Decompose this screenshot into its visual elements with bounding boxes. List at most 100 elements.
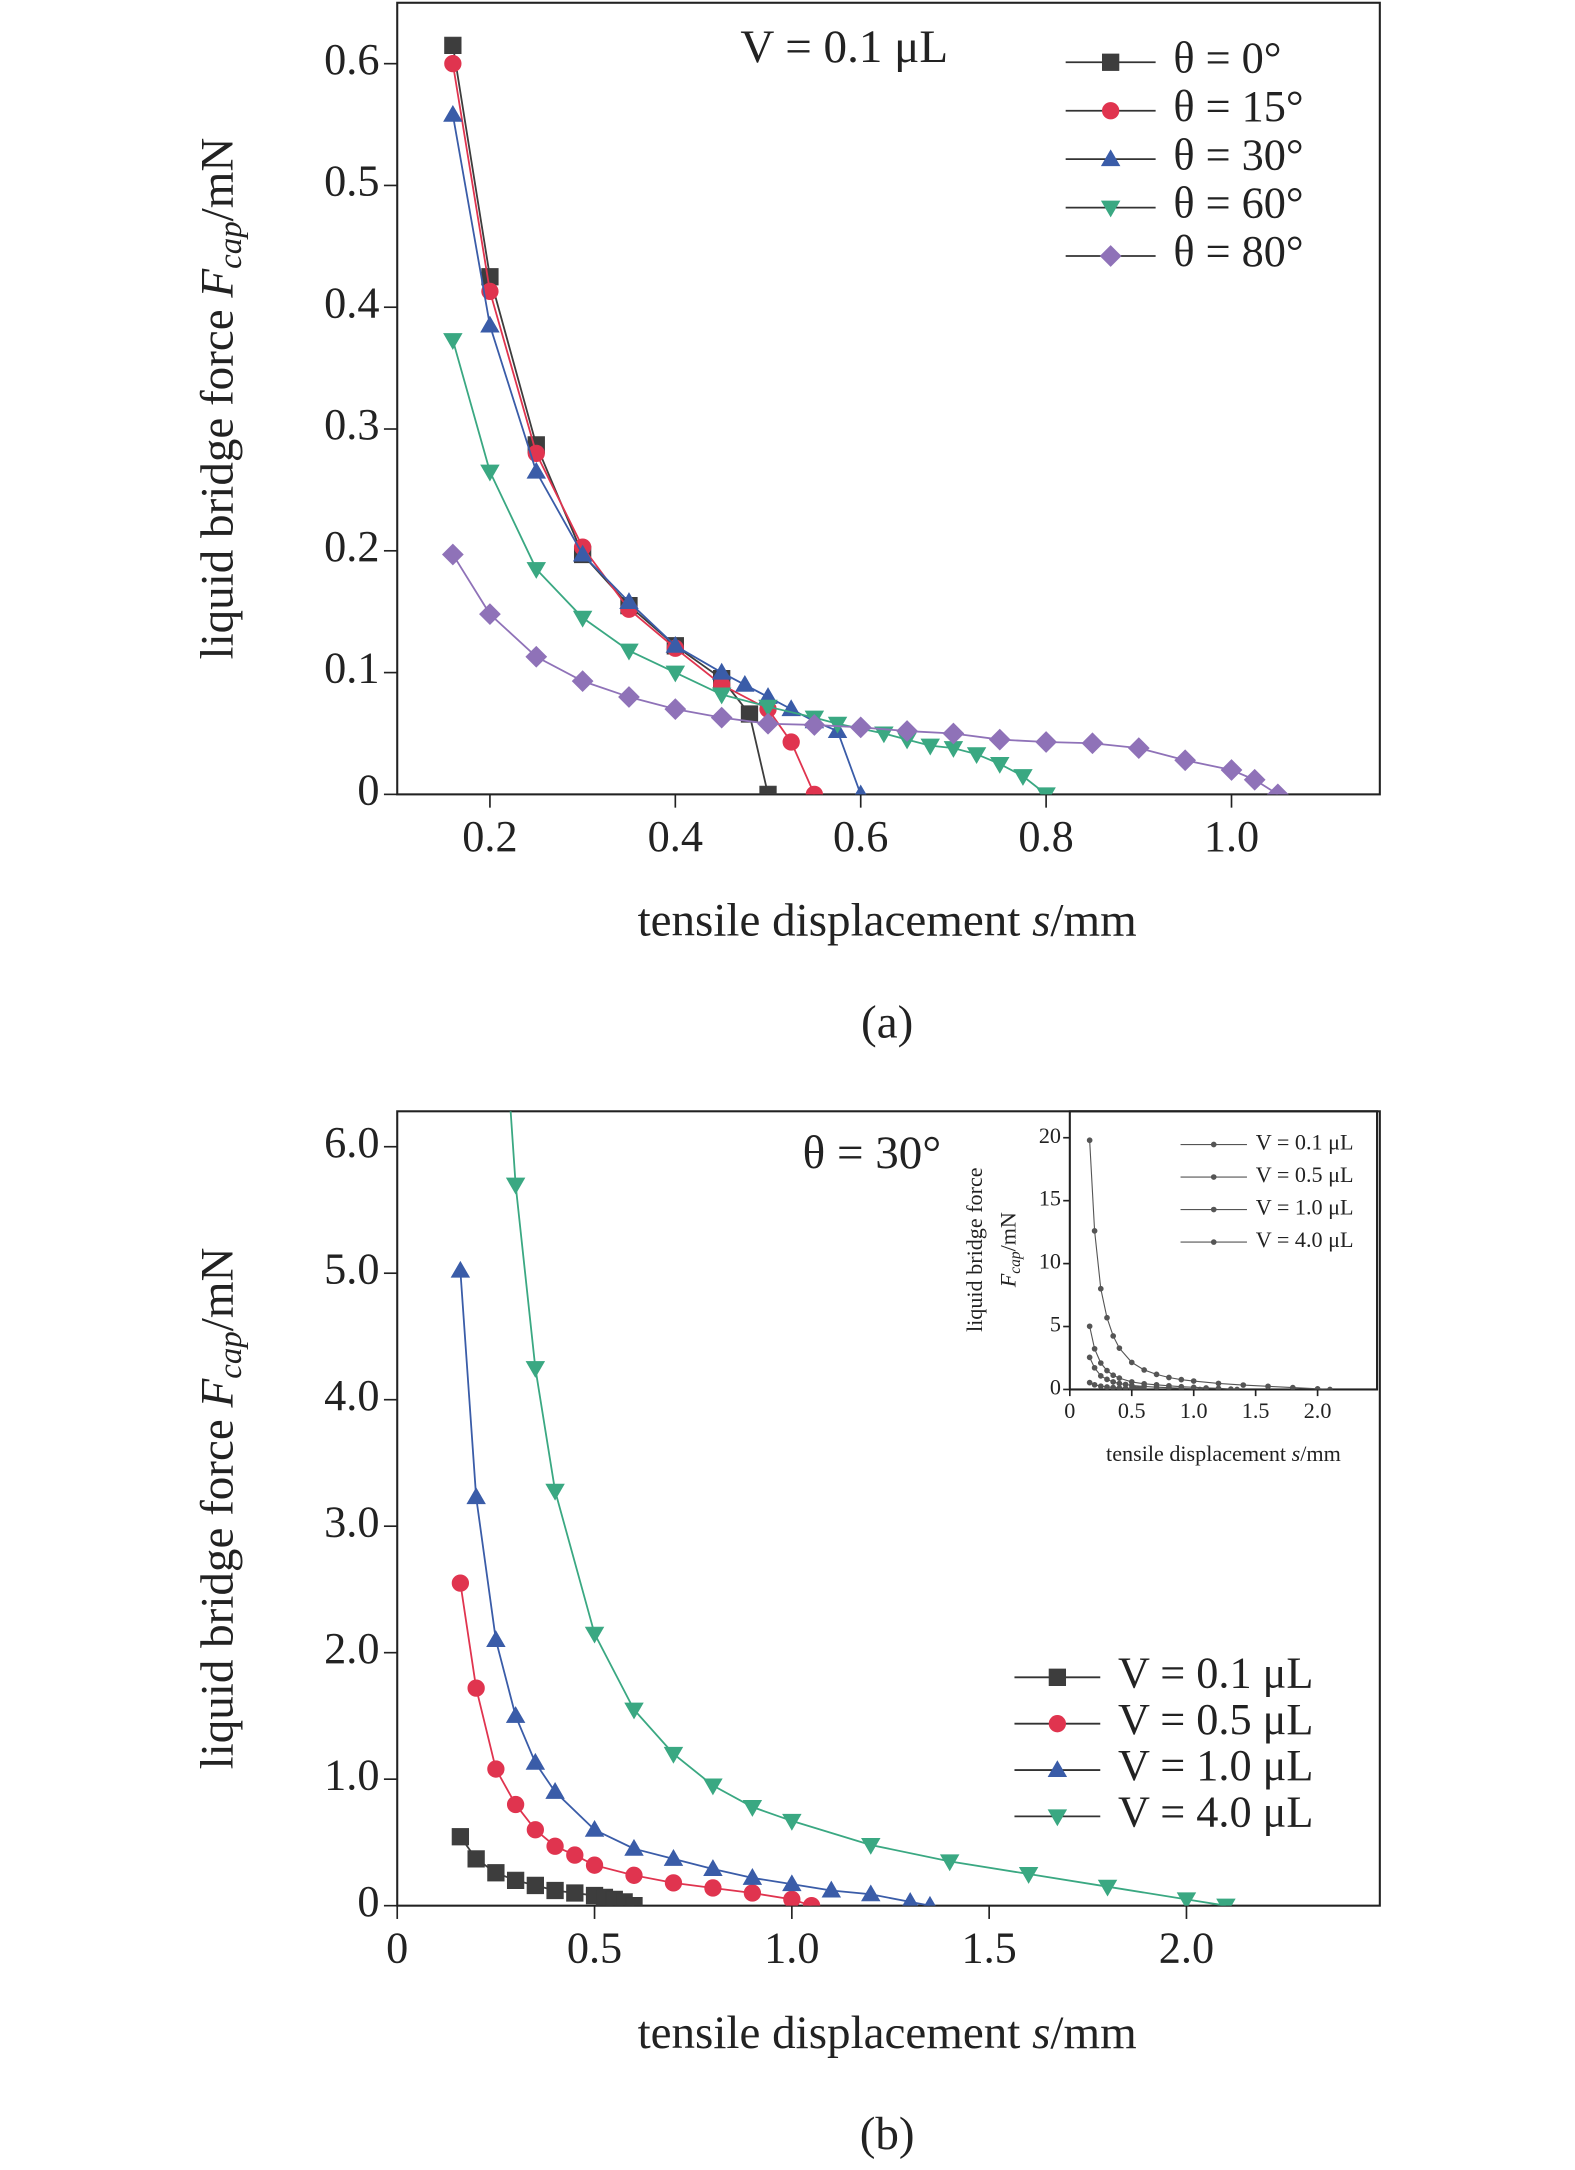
annotation: θ = 30° xyxy=(803,1127,941,1179)
data-point xyxy=(1097,1879,1118,1897)
legend-marker xyxy=(1210,1174,1217,1180)
x-label-symbol: s xyxy=(1292,1441,1301,1466)
y-tick-label: 0.2 xyxy=(324,522,379,571)
y-axis-label: liquid bridge force Fcap/mN xyxy=(191,138,249,660)
data-point xyxy=(1266,783,1289,795)
data-point xyxy=(480,464,500,482)
data-point xyxy=(451,1828,470,1846)
x-tick-label: 1.5 xyxy=(1242,1398,1270,1423)
x-label-unit: /mm xyxy=(1050,894,1136,946)
plot-area xyxy=(1086,1137,1333,1390)
data-point xyxy=(1327,1386,1333,1390)
data-point xyxy=(1265,1383,1271,1390)
y-label-symbol: F xyxy=(191,268,243,299)
data-point xyxy=(481,268,499,286)
data-point xyxy=(663,1746,684,1764)
data-point xyxy=(1220,759,1243,781)
plot-frame xyxy=(1068,1110,1379,1391)
x-tick-label: 0.8 xyxy=(1018,812,1073,861)
y-tick-label: 5 xyxy=(1050,1312,1061,1337)
data-point xyxy=(782,1874,802,1892)
data-point xyxy=(742,1868,763,1885)
data-point xyxy=(625,1866,643,1884)
data-point xyxy=(861,1837,881,1855)
data-point xyxy=(546,1837,564,1855)
x-tick-label: 0.2 xyxy=(462,812,517,861)
data-point xyxy=(624,1702,644,1720)
data-point xyxy=(1097,1360,1104,1366)
data-point xyxy=(711,687,732,705)
data-point xyxy=(571,670,594,692)
legend-marker xyxy=(1100,149,1121,167)
data-point xyxy=(1018,1867,1039,1884)
data-point xyxy=(466,1487,486,1505)
data-point xyxy=(526,461,547,479)
series-line xyxy=(1089,1140,1331,1390)
y-label-unit: /mN xyxy=(995,1212,1020,1251)
data-point xyxy=(1176,1892,1197,1906)
data-point xyxy=(1166,1374,1172,1381)
legend-label: V = 0.5 μL xyxy=(1118,1695,1313,1744)
data-point xyxy=(1240,1382,1247,1388)
y-tick-label: 15 xyxy=(1039,1186,1061,1211)
data-point xyxy=(1122,1381,1129,1388)
y-tick-label: 0.1 xyxy=(324,644,379,693)
data-point xyxy=(1097,1373,1104,1379)
data-point xyxy=(783,1890,801,1906)
data-point xyxy=(1104,1314,1110,1321)
x-tick-label: 0.4 xyxy=(648,812,703,861)
data-point xyxy=(827,716,848,734)
legend-marker xyxy=(1047,1809,1068,1827)
annotation: V = 0.1 μL xyxy=(740,21,948,73)
y-axis-label: Fcap/mN xyxy=(995,1212,1023,1288)
data-point xyxy=(665,665,686,683)
x-label-symbol: s xyxy=(1032,2007,1050,2059)
x-tick-label: 0.5 xyxy=(1118,1398,1146,1423)
x-label-text: tensile displacement xyxy=(638,2007,1033,2059)
data-point xyxy=(505,1177,526,1195)
caption: (b) xyxy=(860,2108,915,2160)
y-label-symbol: F xyxy=(191,1378,243,1409)
data-point xyxy=(572,544,593,562)
data-point xyxy=(1036,787,1056,795)
data-point xyxy=(467,1850,485,1868)
data-point xyxy=(487,1760,505,1778)
x-tick-label: 2.0 xyxy=(1159,1923,1214,1972)
legend-marker xyxy=(1100,200,1121,218)
data-point xyxy=(467,1679,485,1697)
y-axis-label: liquid bridge force xyxy=(962,1167,987,1332)
data-point xyxy=(1153,1371,1160,1378)
data-point xyxy=(902,1892,919,1906)
series-line xyxy=(459,1270,931,1906)
data-point xyxy=(703,1778,723,1796)
data-point xyxy=(481,282,499,301)
data-point xyxy=(450,1260,471,1278)
plot-frame xyxy=(396,1110,1381,1907)
data-point xyxy=(1091,1364,1098,1371)
data-point xyxy=(990,756,1010,774)
x-tick-label: 0 xyxy=(386,1923,408,1972)
data-point xyxy=(1086,1379,1093,1386)
data-point xyxy=(444,55,462,73)
data-point xyxy=(487,1864,505,1882)
data-point xyxy=(663,1849,684,1866)
legend-label: θ = 0° xyxy=(1173,33,1281,82)
x-tick-label: 1.0 xyxy=(764,1923,819,1972)
legend-label: θ = 30° xyxy=(1173,130,1303,179)
legend-label: V = 0.1 μL xyxy=(1256,1130,1354,1155)
x-label-text: tensile displacement xyxy=(1106,1441,1292,1466)
data-point xyxy=(546,1881,564,1900)
series-line xyxy=(1089,1326,1238,1390)
data-point xyxy=(1110,1372,1117,1379)
y-label-text: liquid bridge force xyxy=(191,1408,243,1770)
x-tick-label: 0 xyxy=(1064,1398,1075,1423)
data-point xyxy=(988,728,1011,751)
data-point xyxy=(805,785,824,795)
series-line xyxy=(451,63,816,795)
data-point xyxy=(704,1879,722,1897)
y-tick-label: 2.0 xyxy=(324,1624,379,1673)
data-point xyxy=(1081,732,1104,755)
data-point xyxy=(782,733,800,751)
y-label-symbol: F xyxy=(995,1273,1020,1288)
data-point xyxy=(664,1874,683,1892)
